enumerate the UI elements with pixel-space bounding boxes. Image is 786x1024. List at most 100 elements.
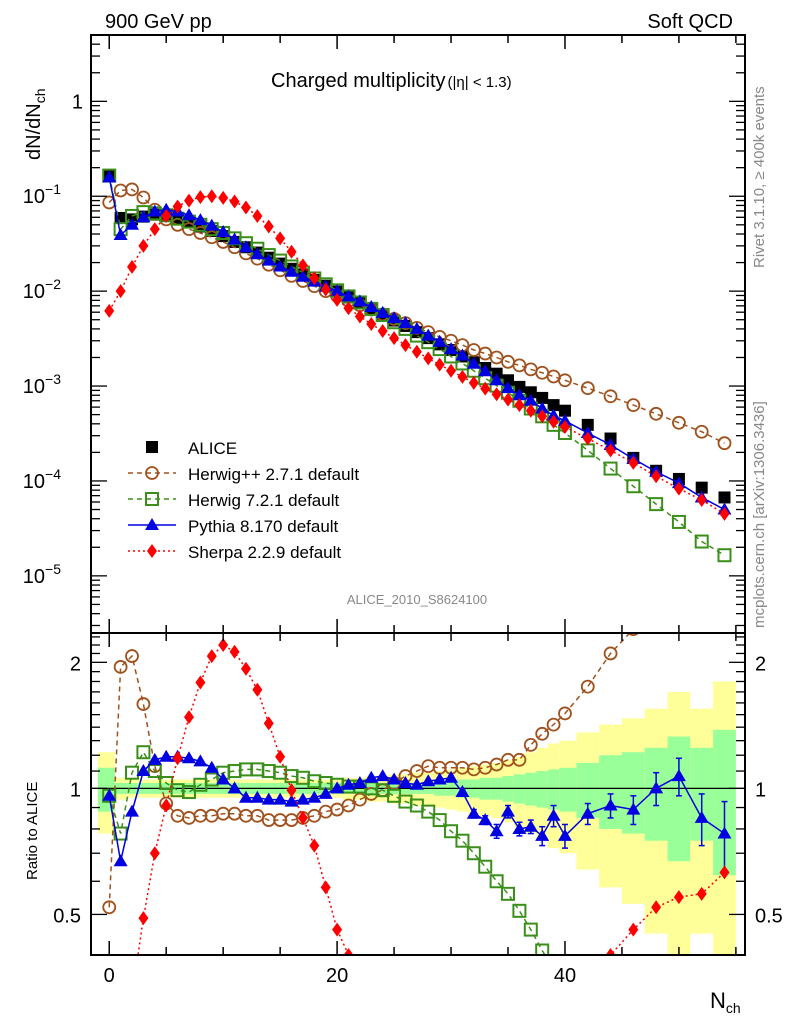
y-axis-label-main: dN/dN xyxy=(23,103,45,160)
data-point xyxy=(455,833,470,848)
ratio-y-tick-label-right: 1 xyxy=(755,779,766,801)
ratio-y-axis-label: Ratio to ALICE xyxy=(24,782,41,880)
data-point xyxy=(375,769,390,782)
data-point xyxy=(309,838,320,853)
data-point xyxy=(102,170,117,183)
data-point xyxy=(125,804,140,817)
data-point xyxy=(297,258,308,273)
data-point xyxy=(455,785,470,798)
data-point xyxy=(102,788,117,801)
data-point xyxy=(159,749,174,762)
data-point xyxy=(307,808,322,823)
data-point xyxy=(366,317,377,332)
data-point xyxy=(320,282,331,297)
data-point xyxy=(432,813,447,828)
stat-uncertainty-band xyxy=(667,736,691,862)
data-point xyxy=(149,846,160,861)
data-point xyxy=(343,301,354,316)
data-point xyxy=(183,710,194,725)
data-point xyxy=(671,769,686,782)
data-point xyxy=(147,204,162,217)
data-point xyxy=(263,716,274,731)
data-point xyxy=(628,922,639,937)
data-point xyxy=(489,373,504,386)
data-point xyxy=(489,824,504,837)
data-point xyxy=(478,813,493,826)
data-point xyxy=(603,389,618,404)
data-point xyxy=(480,381,491,396)
chart-title-main: Charged multiplicity xyxy=(271,70,446,92)
data-point xyxy=(354,309,365,324)
data-point xyxy=(387,772,402,785)
data-point xyxy=(181,208,196,221)
legend-entry: Herwig 7.2.1 default xyxy=(128,491,339,510)
legend-label: ALICE xyxy=(188,439,237,458)
data-point xyxy=(330,781,345,794)
x-tick-label: 40 xyxy=(554,965,576,987)
data-point xyxy=(673,565,685,577)
data-point xyxy=(263,219,274,234)
data-point xyxy=(423,1013,433,1024)
data-point xyxy=(503,392,514,407)
data-point xyxy=(717,436,732,451)
data-point xyxy=(421,328,436,341)
data-point xyxy=(307,790,322,803)
data-point xyxy=(355,967,365,981)
data-point xyxy=(227,232,242,245)
data-point xyxy=(181,751,196,764)
data-point xyxy=(489,350,504,365)
data-point xyxy=(537,409,548,424)
data-point xyxy=(227,781,242,794)
legend-label: Sherpa 2.2.9 default xyxy=(188,543,341,562)
data-point xyxy=(136,697,151,711)
data-point xyxy=(626,398,641,412)
data-point xyxy=(195,675,206,690)
ratio-series-pythia-8-170-default xyxy=(102,749,732,874)
data-point xyxy=(238,240,253,253)
ratio-frame xyxy=(90,632,746,956)
data-point xyxy=(138,911,149,926)
x-axis-label: Nch xyxy=(710,988,741,1016)
data-point xyxy=(366,983,376,997)
data-point xyxy=(172,751,183,766)
data-point xyxy=(444,342,459,355)
data-point xyxy=(275,749,286,764)
data-point xyxy=(261,253,276,266)
data-point xyxy=(466,806,481,819)
data-point xyxy=(127,259,138,274)
header-left-label: 900 GeV pp xyxy=(105,11,212,33)
data-point xyxy=(512,821,527,834)
data-point xyxy=(535,401,550,414)
data-point xyxy=(432,772,447,785)
data-point xyxy=(434,357,445,372)
data-point xyxy=(423,351,434,366)
data-point xyxy=(549,989,559,1003)
data-point xyxy=(204,760,219,773)
legend-marker xyxy=(145,518,159,530)
data-point xyxy=(514,1000,524,1014)
data-point xyxy=(446,363,457,378)
data-point xyxy=(523,922,538,937)
stat-uncertainty-band xyxy=(576,762,600,818)
data-point xyxy=(125,217,140,230)
data-point xyxy=(136,190,151,205)
data-point xyxy=(332,292,343,307)
series-line xyxy=(108,750,546,955)
data-point xyxy=(261,792,276,805)
data-point xyxy=(229,194,240,209)
ratio-y-tick-label-right: 2 xyxy=(755,653,766,675)
x-tick-label: 0 xyxy=(104,965,115,987)
data-point xyxy=(546,717,561,732)
data-point xyxy=(411,344,422,359)
ratio-y-tick-label-right: 0.5 xyxy=(755,905,783,927)
data-point xyxy=(250,790,265,803)
data-point xyxy=(240,661,251,676)
data-point xyxy=(183,193,194,208)
data-point xyxy=(147,752,162,765)
data-point xyxy=(537,994,547,1008)
data-point xyxy=(387,311,402,324)
data-point xyxy=(229,644,240,659)
data-point xyxy=(216,772,231,785)
data-point xyxy=(514,398,525,413)
data-point xyxy=(583,967,593,981)
